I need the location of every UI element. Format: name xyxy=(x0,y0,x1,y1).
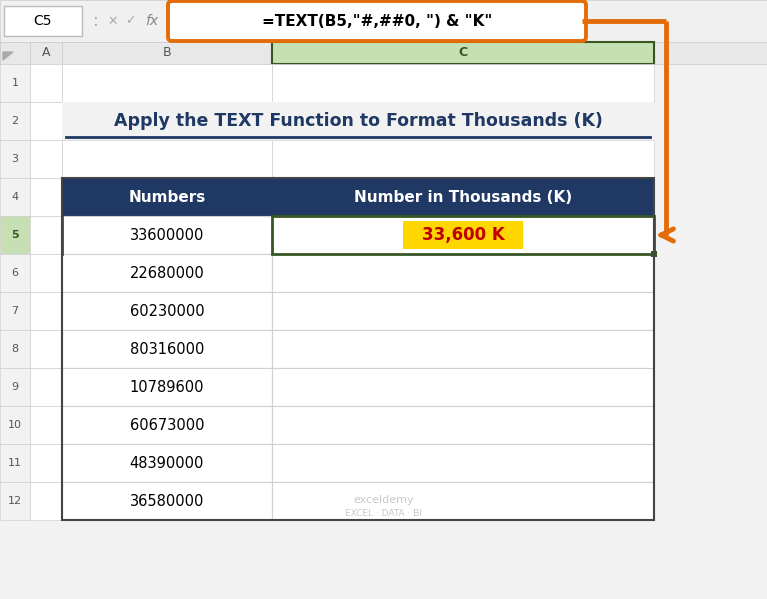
Polygon shape xyxy=(3,52,13,60)
Bar xyxy=(62,178,654,520)
Bar xyxy=(0,482,30,520)
Bar xyxy=(272,178,654,216)
Text: 4: 4 xyxy=(12,192,18,202)
Bar xyxy=(30,178,62,216)
Bar xyxy=(30,102,62,140)
Text: 11: 11 xyxy=(8,458,22,468)
Bar xyxy=(62,178,272,216)
Bar xyxy=(62,406,272,444)
Bar xyxy=(62,42,272,64)
Bar xyxy=(272,140,654,178)
Text: 60673000: 60673000 xyxy=(130,418,204,432)
Text: 12: 12 xyxy=(8,496,22,506)
Text: =TEXT(B5,"#,##0, ") & "K": =TEXT(B5,"#,##0, ") & "K" xyxy=(262,14,492,29)
Text: 1: 1 xyxy=(12,78,18,88)
Bar xyxy=(272,482,654,520)
Bar xyxy=(0,330,30,368)
Bar xyxy=(0,254,30,292)
Bar xyxy=(0,42,30,64)
Bar xyxy=(0,0,767,42)
Text: B: B xyxy=(163,47,171,59)
Bar xyxy=(0,64,30,102)
Text: 33600000: 33600000 xyxy=(130,228,204,243)
Bar xyxy=(272,292,654,330)
Text: :: : xyxy=(93,12,99,30)
Text: exceldemy: exceldemy xyxy=(353,495,414,505)
Bar xyxy=(62,64,272,102)
Text: 36580000: 36580000 xyxy=(130,494,204,509)
Text: 10: 10 xyxy=(8,420,22,430)
Bar xyxy=(0,42,767,64)
Bar xyxy=(0,140,30,178)
Text: 8: 8 xyxy=(12,344,18,354)
Text: Numbers: Numbers xyxy=(128,189,206,204)
Text: Apply the TEXT Function to Format Thousands (K): Apply the TEXT Function to Format Thousa… xyxy=(114,112,602,130)
Bar xyxy=(62,368,272,406)
Bar xyxy=(62,330,272,368)
Text: 22680000: 22680000 xyxy=(130,265,204,280)
Text: ✕: ✕ xyxy=(107,14,118,28)
Text: 7: 7 xyxy=(12,306,18,316)
Bar xyxy=(272,42,654,64)
Bar xyxy=(62,292,272,330)
Bar xyxy=(0,178,30,216)
Bar xyxy=(0,292,30,330)
Text: Number in Thousands (K): Number in Thousands (K) xyxy=(354,189,572,204)
Bar xyxy=(30,292,62,330)
Text: 2: 2 xyxy=(12,116,18,126)
Text: 80316000: 80316000 xyxy=(130,341,204,356)
Bar xyxy=(0,406,30,444)
Bar xyxy=(0,444,30,482)
Text: 6: 6 xyxy=(12,268,18,278)
Bar xyxy=(30,140,62,178)
Bar xyxy=(272,64,654,102)
Bar xyxy=(30,406,62,444)
Bar xyxy=(30,64,62,102)
Text: 60230000: 60230000 xyxy=(130,304,204,319)
Bar xyxy=(62,102,654,140)
Text: A: A xyxy=(41,47,51,59)
Text: C5: C5 xyxy=(34,14,52,28)
Text: 3: 3 xyxy=(12,154,18,164)
Bar xyxy=(62,216,272,254)
Bar xyxy=(4,6,82,36)
Bar xyxy=(30,216,62,254)
Bar xyxy=(62,482,272,520)
Text: fx: fx xyxy=(146,14,159,28)
Bar xyxy=(62,444,272,482)
Bar xyxy=(272,444,654,482)
Bar xyxy=(0,216,30,254)
Text: 33,600 K: 33,600 K xyxy=(422,226,505,244)
Text: 9: 9 xyxy=(12,382,18,392)
Bar xyxy=(272,330,654,368)
Text: C: C xyxy=(459,47,468,59)
Bar xyxy=(403,221,523,249)
Bar xyxy=(30,42,62,64)
Bar xyxy=(0,102,30,140)
Bar xyxy=(30,330,62,368)
FancyBboxPatch shape xyxy=(168,1,586,41)
Text: 10789600: 10789600 xyxy=(130,380,204,395)
Text: 48390000: 48390000 xyxy=(130,455,204,470)
Text: 5: 5 xyxy=(12,230,19,240)
Bar xyxy=(272,254,654,292)
Bar xyxy=(272,368,654,406)
Bar xyxy=(30,444,62,482)
Bar xyxy=(62,254,272,292)
Bar xyxy=(651,251,657,257)
Text: EXCEL · DATA · BI: EXCEL · DATA · BI xyxy=(345,510,422,519)
Bar xyxy=(272,406,654,444)
Bar xyxy=(30,482,62,520)
Text: ✓: ✓ xyxy=(125,14,135,28)
Bar xyxy=(0,368,30,406)
Bar xyxy=(62,140,272,178)
Bar xyxy=(30,254,62,292)
Bar xyxy=(272,216,654,254)
Bar xyxy=(30,368,62,406)
